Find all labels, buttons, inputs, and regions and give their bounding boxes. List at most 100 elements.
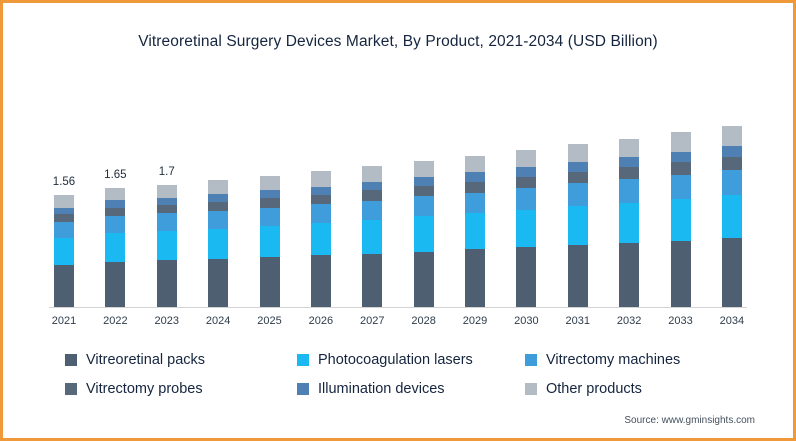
bar-segment — [516, 150, 537, 168]
bar-segment — [567, 245, 588, 307]
bar-segment — [619, 157, 640, 168]
bar-segment — [156, 204, 177, 214]
bar-segment — [208, 202, 229, 211]
bar-segment — [362, 219, 383, 254]
legend-swatch-icon — [297, 354, 309, 366]
bar-segment — [567, 206, 588, 246]
bar-segment — [465, 213, 485, 250]
bar-segment — [259, 207, 280, 226]
bar-segment — [362, 166, 383, 182]
x-axis-label: 2032 — [616, 315, 642, 327]
bar-segment — [567, 144, 588, 162]
legend-swatch-icon — [525, 354, 537, 366]
x-axis-label: 2027 — [360, 315, 385, 327]
bar-segment — [259, 198, 280, 208]
bar-segment — [362, 181, 383, 191]
x-axis-label: 2023 — [154, 315, 179, 327]
bar-segment — [670, 240, 691, 307]
bar-segment — [362, 190, 383, 201]
legend-item: Vitrectomy probes — [65, 381, 297, 397]
bar-2025 — [255, 175, 285, 307]
bar-segment — [721, 169, 742, 195]
bar-segment — [619, 202, 640, 243]
x-axis-label: 2022 — [103, 315, 128, 327]
bar-segment — [208, 228, 229, 259]
x-axis-label: 2033 — [668, 315, 693, 327]
x-axis-label: 2026 — [308, 315, 334, 327]
bar-segment — [670, 199, 691, 241]
bar-segment — [208, 180, 229, 195]
legend-item: Photocoagulation lasers — [297, 352, 525, 368]
bar-segment — [54, 237, 74, 265]
legend-item: Vitreoretinal packs — [65, 352, 297, 368]
x-axis: 2021 2022 2023 2024 2025 2026 2027 2028 2029 2030… — [49, 315, 747, 327]
bar-2033 — [666, 132, 696, 307]
bar-value-label: 1.56 — [52, 175, 76, 188]
legend-label: Illumination devices — [318, 381, 445, 397]
bar-segment — [310, 171, 331, 187]
bar-2029 — [460, 155, 490, 307]
bar-segment — [465, 249, 485, 307]
x-axis-label: 2030 — [514, 315, 539, 327]
legend-swatch-icon — [297, 383, 309, 395]
bar-segment — [156, 260, 177, 307]
bar-segment — [619, 178, 640, 203]
bar-segment — [310, 186, 331, 195]
bar-segment — [465, 172, 485, 182]
bar-segment — [413, 186, 434, 197]
x-axis-label: 2028 — [411, 315, 436, 327]
legend-item: Other products — [525, 381, 753, 397]
legend: Vitreoretinal packs Photocoagulation lase… — [65, 352, 753, 397]
bar-segment — [516, 176, 537, 188]
bar-segment — [259, 175, 280, 191]
bar-segment — [721, 237, 742, 307]
bar-segment — [310, 255, 331, 307]
bar-segment — [413, 216, 434, 252]
legend-label: Vitreoretinal packs — [86, 352, 206, 368]
bar-2022: 1.65 — [100, 169, 130, 307]
bar-segment — [619, 138, 640, 158]
x-axis-label: 2031 — [565, 315, 590, 327]
bar-segment — [259, 225, 280, 258]
source-credit: Source: www.gminsights.com — [624, 415, 755, 426]
bar-segment — [362, 200, 383, 220]
bar-segment — [208, 258, 229, 307]
bar-segment — [208, 210, 229, 229]
bar-segment — [413, 177, 434, 187]
bar-segment — [310, 222, 331, 256]
bar-segment — [54, 194, 74, 208]
bar-segment — [721, 145, 742, 157]
bar-2032 — [614, 138, 644, 307]
bar-segment — [567, 161, 588, 172]
bar-segment — [567, 183, 588, 207]
bar-segment — [516, 187, 537, 210]
plot-area: 1.56 1.65 1.7 — [49, 111, 747, 308]
bar-segment — [156, 213, 177, 231]
bar-segment — [413, 160, 434, 178]
legend-swatch-icon — [65, 383, 77, 395]
x-axis-label: 2025 — [257, 315, 282, 327]
bar-segment — [54, 264, 74, 307]
bar-segment — [310, 204, 331, 223]
bar-segment — [105, 232, 126, 262]
bar-segment — [105, 188, 126, 201]
bar-2026 — [306, 171, 336, 307]
bar-segment — [208, 194, 229, 203]
bar-segment — [413, 251, 434, 307]
bar-2031 — [563, 144, 593, 307]
bar-value-label: 1.7 — [158, 165, 175, 178]
bar-segment — [516, 209, 537, 248]
bar-segment — [721, 156, 742, 170]
bar-segment — [105, 216, 126, 233]
bar-segment — [670, 162, 691, 175]
x-axis-label: 2024 — [205, 315, 231, 327]
legend-label: Photocoagulation lasers — [318, 352, 473, 368]
bar-segment — [619, 167, 640, 179]
bar-segment — [54, 214, 74, 223]
legend-label: Vitrectomy machines — [546, 352, 681, 368]
x-axis-label: 2021 — [51, 315, 77, 327]
bar-segment — [465, 192, 485, 214]
bar-2030 — [511, 150, 541, 307]
bar-segment — [721, 194, 742, 238]
